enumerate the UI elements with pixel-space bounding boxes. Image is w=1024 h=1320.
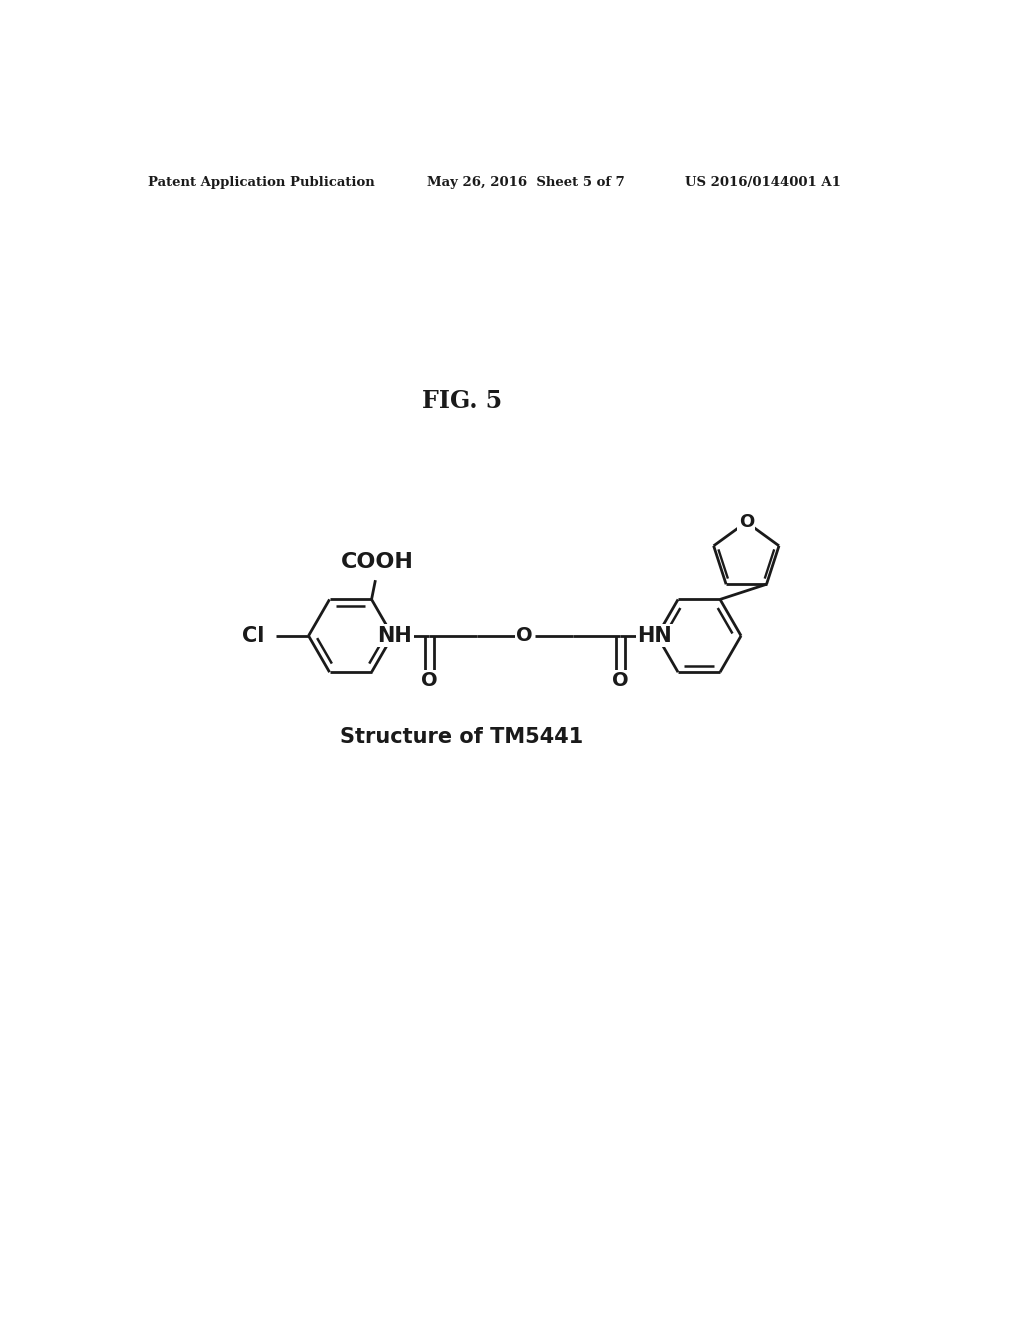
Text: Patent Application Publication: Patent Application Publication [147,176,374,189]
Text: HN: HN [637,626,672,645]
Text: O: O [516,626,534,645]
Text: O: O [738,513,754,531]
Text: Structure of TM5441: Structure of TM5441 [340,727,584,747]
Text: May 26, 2016  Sheet 5 of 7: May 26, 2016 Sheet 5 of 7 [427,176,625,189]
Text: COOH: COOH [341,553,414,573]
Text: O: O [421,672,437,690]
Text: FIG. 5: FIG. 5 [422,389,502,413]
Text: Cl: Cl [242,626,264,645]
Text: O: O [612,672,629,690]
Text: US 2016/0144001 A1: US 2016/0144001 A1 [685,176,841,189]
Text: NH: NH [378,626,413,645]
